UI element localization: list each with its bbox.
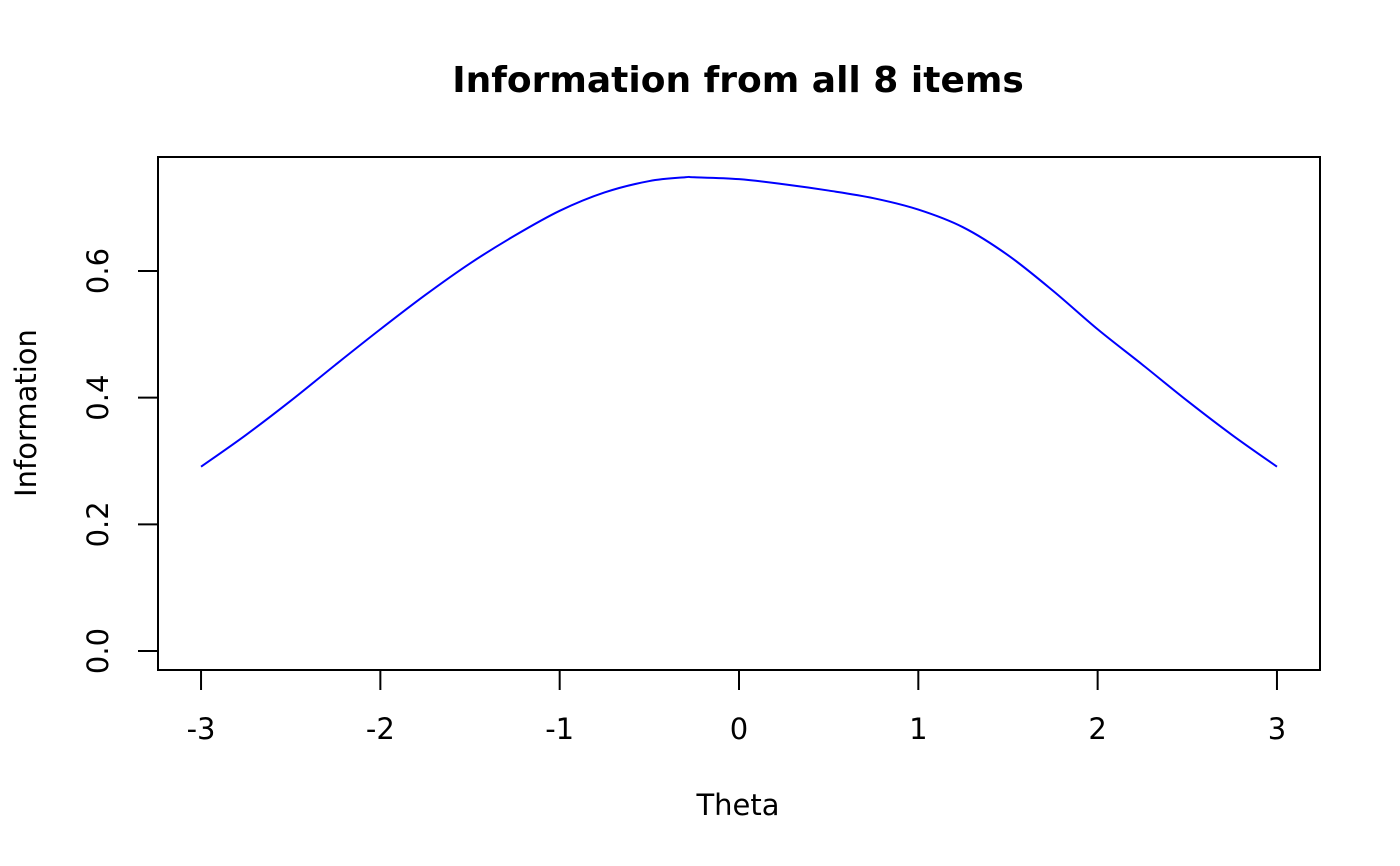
y-axis: 0.0 0.2 0.4 0.6	[81, 248, 159, 674]
x-axis: -3 -2 -1 0 1 2 3	[187, 669, 1286, 746]
chart-title: Information from all 8 items	[452, 60, 1024, 101]
x-axis-label: Theta	[695, 788, 779, 822]
x-tick-label: -1	[545, 712, 574, 746]
y-axis-label: Information	[9, 329, 43, 497]
y-tick-label: 0.4	[81, 375, 115, 421]
y-tick-label: 0.2	[81, 501, 115, 547]
y-tick-label: 0.0	[81, 628, 115, 674]
y-tick-label: 0.6	[81, 248, 115, 294]
x-tick-label: 0	[730, 712, 748, 746]
x-tick-label: -2	[366, 712, 395, 746]
x-tick-label: 2	[1088, 712, 1106, 746]
x-tick-label: 3	[1268, 712, 1286, 746]
series-layer	[200, 175, 1278, 468]
x-tick-label: 1	[909, 712, 927, 746]
plot-area	[157, 156, 1321, 671]
x-tick-label: -3	[187, 712, 216, 746]
series-line-0	[200, 175, 1278, 468]
